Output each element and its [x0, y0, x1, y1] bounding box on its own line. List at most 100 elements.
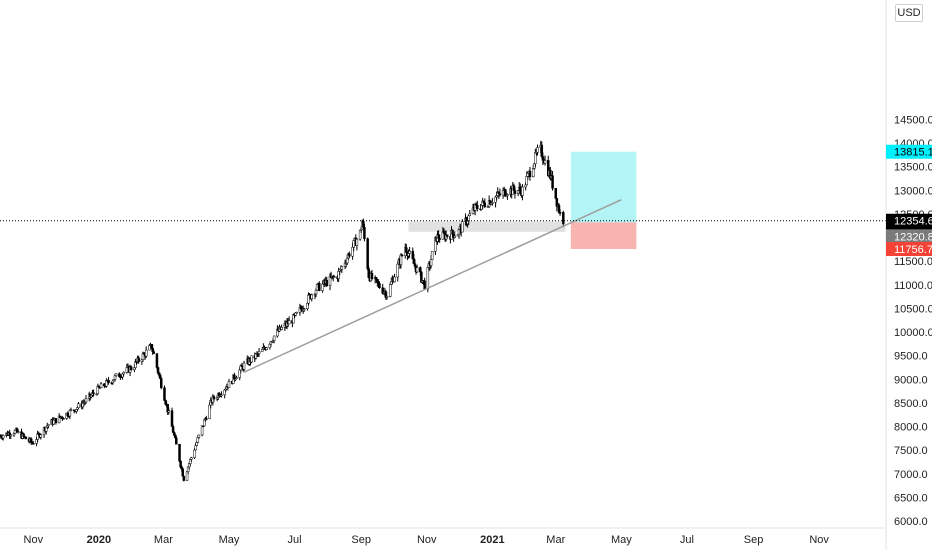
candle-body: [280, 327, 283, 330]
x-tick-label: Mar: [154, 534, 173, 546]
candle: [521, 184, 524, 201]
candle-body: [468, 213, 472, 216]
candle-body: [227, 380, 231, 388]
candle: [438, 234, 441, 243]
candle-body: [513, 190, 517, 194]
candle: [235, 375, 238, 379]
candle-body: [99, 383, 103, 389]
y-tick-label: 10500.0: [894, 303, 932, 315]
candle-body: [111, 380, 115, 384]
candle-body: [430, 251, 434, 260]
candle-body: [528, 171, 532, 177]
candle-body: [197, 434, 201, 438]
candle: [107, 376, 110, 385]
candle: [423, 277, 426, 290]
candle-body: [92, 392, 95, 395]
candle-body: [521, 186, 524, 196]
candle-body: [193, 449, 196, 458]
candle: [69, 407, 73, 412]
candle-body: [47, 424, 50, 426]
candle-body: [310, 294, 313, 300]
candle: [325, 276, 329, 288]
candle: [62, 417, 65, 420]
candle: [242, 360, 246, 373]
candle: [554, 188, 558, 200]
candle-body: [461, 221, 464, 233]
candle-body: [160, 378, 163, 388]
candle: [205, 415, 208, 421]
candle-body: [167, 410, 171, 413]
candle-body: [451, 229, 454, 235]
candle: [152, 349, 155, 354]
trendline: [243, 199, 622, 373]
y-tick-label: 10000.0: [894, 327, 932, 339]
candle: [333, 275, 336, 278]
candle: [129, 365, 133, 371]
candle-body: [205, 418, 208, 420]
candle: [24, 436, 28, 440]
candle: [220, 391, 223, 398]
candle: [181, 467, 184, 477]
candle: [385, 295, 389, 300]
candle: [84, 395, 88, 404]
candle: [295, 311, 298, 314]
candle: [212, 395, 216, 402]
candle: [513, 186, 517, 199]
entry-price-badge: 12320.8: [894, 231, 932, 243]
candle: [393, 273, 396, 283]
candle-body: [107, 380, 110, 383]
candle: [528, 166, 532, 181]
candle-body: [122, 371, 125, 375]
x-tick-label: Nov: [417, 534, 437, 546]
candle-body: [476, 204, 479, 210]
candle-body: [385, 296, 389, 298]
x-tick-label: 2021: [480, 534, 504, 546]
candle-body: [340, 266, 344, 270]
target-zone: [570, 151, 637, 223]
currency-badge[interactable]: USD: [895, 4, 923, 22]
y-tick-label: 7000.0: [894, 469, 928, 481]
candle: [227, 378, 231, 388]
candle: [506, 193, 509, 200]
candle-body: [393, 276, 396, 283]
candle-body: [400, 254, 404, 257]
candle-body: [250, 355, 253, 363]
candle: [170, 407, 174, 427]
candle: [9, 433, 12, 439]
candle-body: [367, 268, 370, 278]
candle: [257, 348, 261, 357]
candle: [396, 261, 399, 282]
candle-body: [562, 212, 565, 224]
candle: [250, 355, 253, 364]
candle-body: [242, 362, 246, 370]
candle: [122, 371, 125, 377]
candle: [543, 155, 547, 166]
candle: [536, 144, 539, 156]
y-tick-label: 9500.0: [894, 351, 928, 363]
candle-body: [408, 250, 411, 254]
candle: [287, 316, 291, 325]
candle: [160, 376, 163, 390]
candle: [363, 223, 366, 242]
y-tick-label: 11500.0: [894, 256, 932, 268]
candle-body: [363, 227, 366, 239]
candle: [498, 188, 502, 197]
candle-body: [190, 457, 193, 460]
y-tick-label: 8000.0: [894, 422, 928, 434]
candle-body: [438, 238, 441, 240]
candle-body: [396, 263, 399, 278]
candle: [265, 346, 268, 351]
candle-body: [318, 282, 321, 291]
x-tick-label: May: [219, 534, 240, 546]
candle-body: [370, 273, 374, 280]
trendline-layer: [243, 199, 622, 373]
candle-body: [235, 377, 238, 379]
candle-body: [9, 434, 12, 437]
candle-body: [129, 366, 133, 370]
candle-body: [84, 398, 88, 403]
candle: [491, 197, 494, 206]
candle: [99, 381, 103, 389]
candle-body: [155, 353, 159, 368]
